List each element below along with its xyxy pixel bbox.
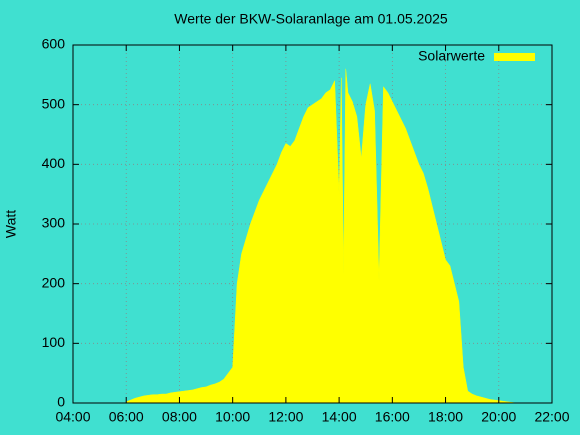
area: [125, 68, 517, 404]
x-tick-label: 22:00: [534, 409, 569, 425]
y-tick-label: 200: [42, 274, 66, 290]
legend-label: Solarwerte: [418, 48, 485, 64]
y-tick-label: 400: [42, 155, 66, 171]
x-tick-label: 04:00: [55, 409, 90, 425]
chart-title: Werte der BKW-Solaranlage am 01.05.2025: [174, 11, 448, 27]
x-tick-label: 06:00: [109, 409, 144, 425]
y-tick-label: 100: [42, 334, 66, 350]
x-tick-label: 16:00: [375, 409, 410, 425]
y-tick-label: 0: [57, 394, 65, 410]
y-tick-label: 300: [42, 215, 66, 231]
x-tick-label: 14:00: [322, 409, 357, 425]
plot-frame: [72, 44, 553, 404]
y-axis-label: Watt: [3, 210, 19, 238]
x-tick-label: 20:00: [481, 409, 516, 425]
x-tick-label: 12:00: [268, 409, 303, 425]
x-tick-label: 08:00: [162, 409, 197, 425]
legend-swatch: [494, 53, 535, 61]
y-tick-label: 600: [42, 36, 66, 52]
x-tick-label: 18:00: [428, 409, 463, 425]
y-tick-label: 500: [42, 95, 66, 111]
x-tick-label: 10:00: [215, 409, 250, 425]
